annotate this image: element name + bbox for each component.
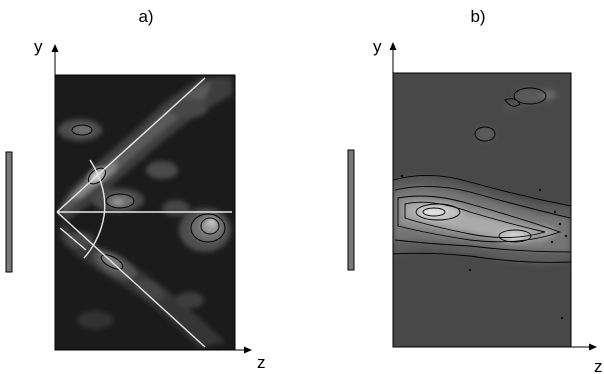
contour-plot-b: [393, 73, 571, 347]
source-bar-b: [347, 149, 355, 271]
panel-b-title: b): [470, 7, 485, 26]
panel-a-title: a): [138, 7, 153, 26]
panel-a: y z: [5, 37, 266, 372]
panel-a-z-axis-label: z: [257, 353, 266, 372]
panel-a-y-axis-label: y: [34, 37, 43, 56]
source-bar-a: [5, 151, 13, 273]
panel-b-y-axis-label: y: [373, 37, 382, 56]
panel-b-z-axis-label: z: [594, 357, 603, 374]
contour-plot-a: [55, 75, 235, 350]
panel-b: y z: [347, 37, 603, 374]
